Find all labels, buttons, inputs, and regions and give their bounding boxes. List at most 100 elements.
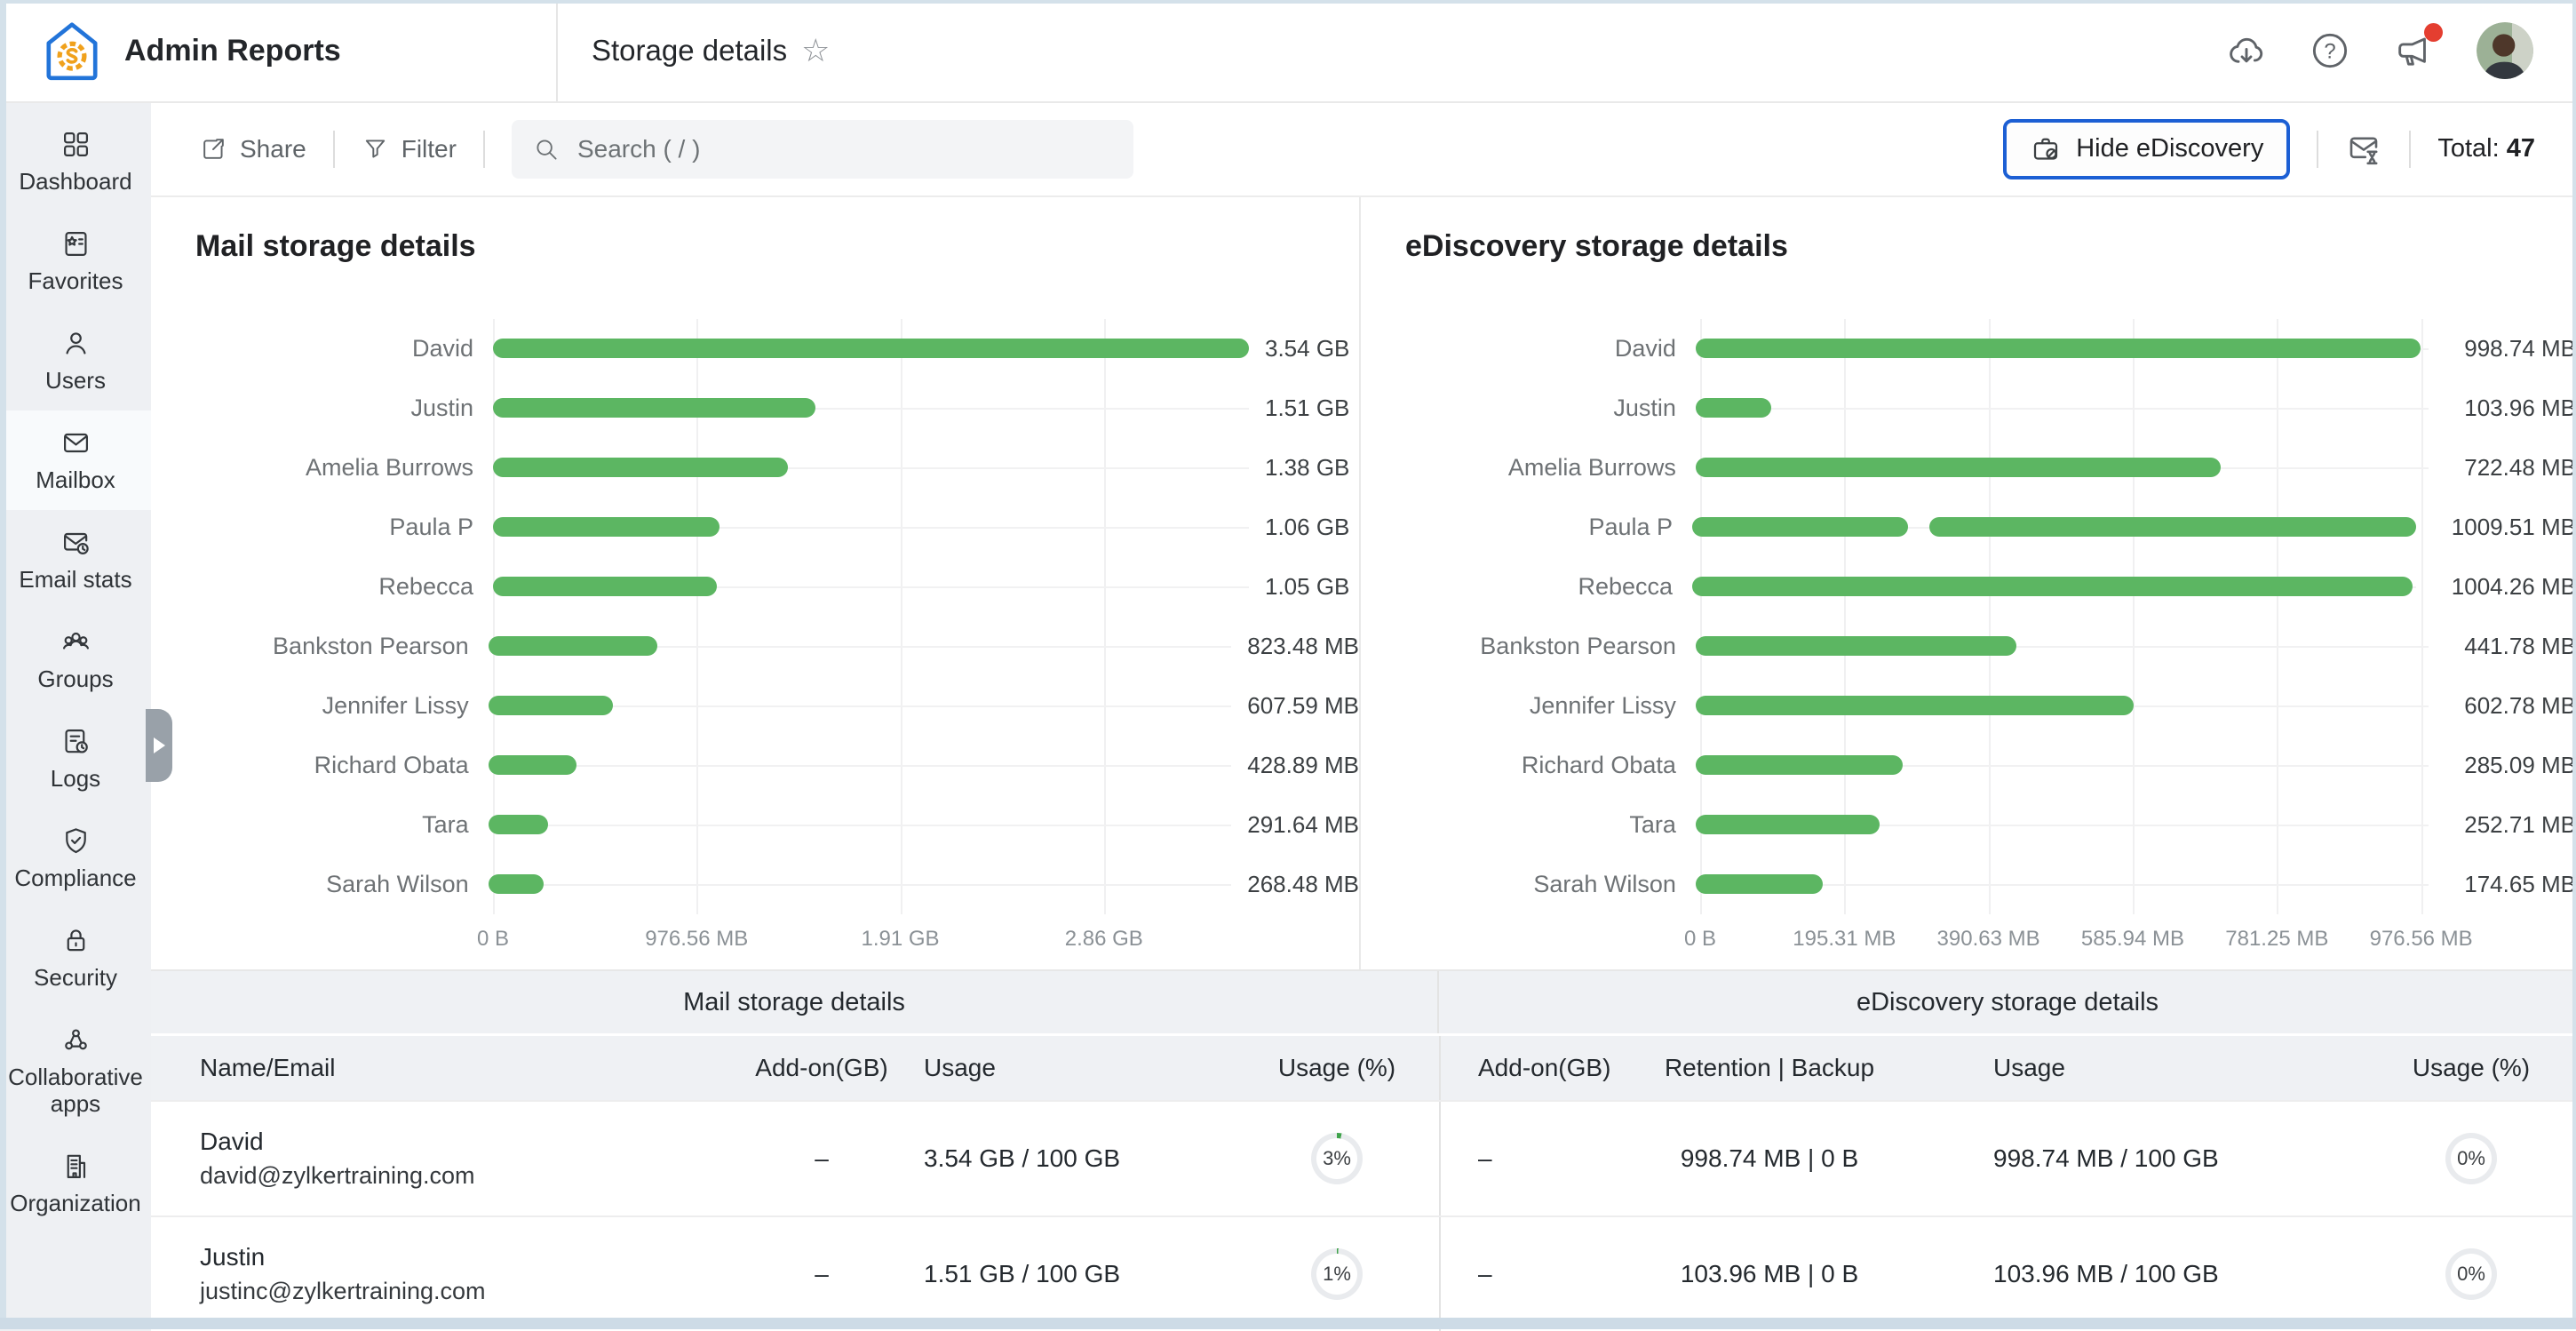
total-value: 47: [2507, 134, 2535, 163]
x-axis-tick: 0 B: [477, 927, 509, 952]
bar[interactable]: [1696, 755, 1903, 775]
bar[interactable]: [1696, 696, 2134, 715]
bar[interactable]: [1696, 339, 2421, 358]
user-email: justinc@zylkertraining.com: [200, 1277, 486, 1305]
sidebar-item-label: Email stats: [19, 566, 131, 593]
search-box[interactable]: [512, 120, 1133, 179]
cloud-download-icon[interactable]: [2226, 30, 2267, 71]
bar-category-label: David: [1405, 335, 1696, 363]
donut-label: 0%: [2457, 1147, 2485, 1170]
filter-button[interactable]: Filter: [362, 135, 457, 163]
name-email-cell: Daviddavid@zylkertraining.com: [151, 1102, 720, 1215]
sidebar-item-dashboard[interactable]: Dashboard: [0, 112, 151, 211]
sidebar-collapse-handle[interactable]: [146, 709, 172, 782]
bar-category-label: Richard Obata: [1405, 752, 1696, 779]
user-avatar[interactable]: [2477, 22, 2533, 79]
chart-row: Paula P1.06 GB: [195, 498, 1359, 557]
chart-title: Mail storage details: [195, 229, 1359, 264]
sidebar-item-groups[interactable]: Groups: [0, 610, 151, 709]
bar-category-label: Bankston Pearson: [1405, 633, 1696, 660]
bar-value-label: 3.54 GB: [1265, 335, 1349, 363]
charts-section: Mail storage details David 3.54 GB Justin 1…: [151, 197, 2576, 969]
app-brand[interactable]: Admin Reports: [0, 0, 558, 101]
col-mail-usage[interactable]: Usage: [924, 1036, 1235, 1100]
sidebar-item-mailbox[interactable]: Mailbox: [0, 410, 151, 510]
bar[interactable]: [1692, 517, 2416, 537]
bar[interactable]: [489, 696, 613, 715]
organization-icon: [60, 1151, 91, 1182]
sidebar-item-label: Organization: [10, 1190, 140, 1216]
sidebar-item-email-stats[interactable]: Email stats: [0, 510, 151, 610]
table-row[interactable]: Justinjustinc@zylkertraining.com–1.51 GB…: [151, 1215, 2576, 1331]
sidebar-item-collaborative-apps[interactable]: Collaborative apps: [0, 1008, 151, 1134]
x-axis-tick: 781.25 MB: [2225, 927, 2328, 952]
bar[interactable]: [1696, 874, 1823, 894]
col-ed-addon[interactable]: Add-on(GB): [1441, 1036, 1601, 1100]
bar[interactable]: [493, 339, 1249, 358]
user-name: David: [200, 1128, 264, 1156]
bar[interactable]: [1696, 398, 1771, 418]
col-mail-addon[interactable]: Add-on(GB): [720, 1036, 924, 1100]
favorite-star-icon[interactable]: ☆: [801, 35, 830, 67]
total-count: Total: 47: [2437, 134, 2535, 163]
table-body: Daviddavid@zylkertraining.com–3.54 GB / …: [151, 1100, 2576, 1331]
mailbox-icon: [60, 427, 91, 458]
share-button[interactable]: Share: [200, 135, 306, 163]
donut-label: 0%: [2457, 1263, 2485, 1286]
bar-track: [493, 557, 1249, 617]
bar[interactable]: [489, 815, 548, 834]
sidebar-item-logs[interactable]: Logs: [0, 709, 151, 809]
bar-category-label: Justin: [195, 395, 493, 422]
bar[interactable]: [1696, 636, 2016, 656]
favorites-icon: [60, 228, 91, 259]
bar[interactable]: [1696, 815, 1880, 834]
bar[interactable]: [489, 636, 657, 656]
sidebar-item-favorites[interactable]: Favorites: [0, 211, 151, 311]
mail-usage-pct-cell: 3%: [1235, 1102, 1439, 1215]
x-axis-tick: 976.56 MB: [645, 927, 748, 952]
bar-segment: [1929, 517, 2416, 537]
col-name-email[interactable]: Name/Email: [151, 1036, 720, 1100]
bar[interactable]: [489, 755, 576, 775]
window-border-top: [0, 0, 2576, 4]
sidebar-item-label: Logs: [51, 765, 100, 792]
mail-retention-icon[interactable]: [2345, 131, 2382, 168]
sidebar-nav: DashboardFavoritesUsersMailbox Email stat…: [0, 103, 151, 1331]
col-ed-usage[interactable]: Usage: [1938, 1036, 2365, 1100]
bar[interactable]: [493, 398, 815, 418]
mail-usage-cell: 1.51 GB / 100 GB: [924, 1217, 1235, 1331]
window-border-right: [2572, 0, 2576, 1329]
sidebar-item-security[interactable]: Security: [0, 908, 151, 1008]
bar-value-label: 1009.51 MB: [2452, 514, 2576, 541]
table-group-header-row: Mail storage details eDiscovery storage …: [151, 969, 2576, 1033]
bar-category-label: David: [195, 335, 493, 363]
share-label: Share: [240, 135, 306, 163]
mail-usage-donut: 1%: [1311, 1248, 1363, 1300]
bar-value-label: 268.48 MB: [1247, 871, 1359, 898]
bar-track: [489, 676, 1232, 736]
hide-ediscovery-button[interactable]: Hide eDiscovery: [2003, 119, 2290, 179]
col-retention-backup[interactable]: Retention | Backup: [1601, 1036, 1938, 1100]
bar[interactable]: [493, 517, 720, 537]
bar-value-label: 1.38 GB: [1265, 454, 1349, 482]
search-input[interactable]: [576, 134, 1112, 164]
megaphone-icon[interactable]: [2393, 30, 2434, 71]
bar[interactable]: [1692, 577, 2413, 596]
col-ed-usage-pct[interactable]: Usage (%): [2365, 1036, 2576, 1100]
x-axis-tick: 1.91 GB: [861, 927, 939, 952]
col-mail-usage-pct[interactable]: Usage (%): [1235, 1036, 1439, 1100]
sidebar-item-compliance[interactable]: Compliance: [0, 809, 151, 908]
sidebar-item-organization[interactable]: Organization: [0, 1134, 151, 1233]
table-row[interactable]: Daviddavid@zylkertraining.com–3.54 GB / …: [151, 1100, 2576, 1215]
bar-track: [1696, 676, 2429, 736]
bar[interactable]: [493, 458, 788, 477]
bar[interactable]: [489, 874, 544, 894]
bar[interactable]: [1696, 458, 2221, 477]
ediscovery-storage-chart: eDiscovery storage details David998.74 M…: [1359, 197, 2576, 969]
bar[interactable]: [493, 577, 717, 596]
donut-label: 1%: [1323, 1263, 1351, 1286]
help-icon[interactable]: ?: [2310, 30, 2350, 71]
sidebar-item-users[interactable]: Users: [0, 311, 151, 410]
bar-track: [493, 498, 1249, 557]
bar-category-label: Jennifer Lissy: [1405, 692, 1696, 720]
